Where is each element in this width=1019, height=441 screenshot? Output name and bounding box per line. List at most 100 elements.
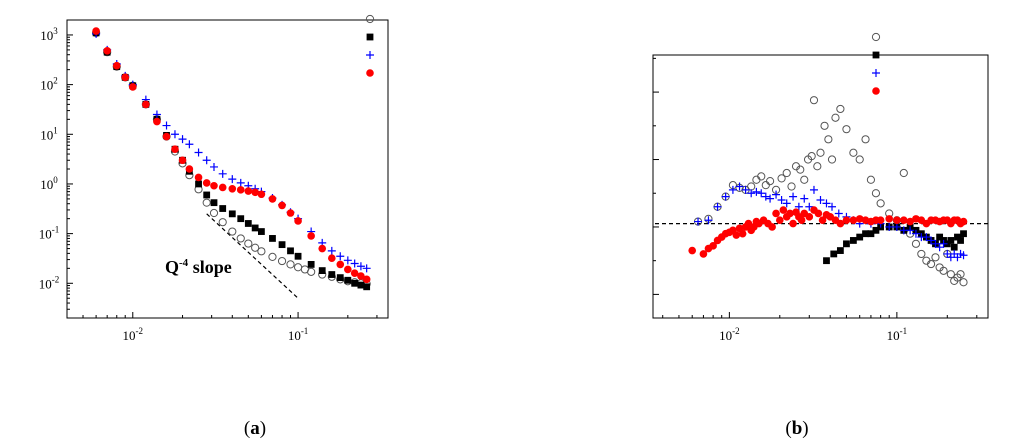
data-point (228, 175, 237, 184)
legend-marker (872, 87, 880, 95)
data-point (357, 272, 365, 280)
data-point (713, 202, 722, 211)
data-point (814, 209, 823, 218)
x-tick-base: 10 (123, 328, 136, 343)
data-point (761, 181, 770, 190)
paren-open: ( (244, 418, 250, 439)
data-point (867, 230, 875, 238)
data-point (128, 83, 137, 91)
data-point (856, 233, 864, 241)
data-point (824, 135, 833, 144)
data-point (294, 217, 302, 225)
data-point (210, 181, 218, 190)
legend-marker (871, 32, 881, 42)
data-point (210, 199, 218, 207)
data-point (822, 199, 831, 208)
data-point (939, 266, 948, 275)
data-point (218, 183, 227, 192)
data-point (917, 249, 926, 259)
data-point (892, 222, 901, 231)
data-point (356, 262, 365, 271)
data-point (162, 121, 171, 130)
data-point (946, 270, 955, 279)
data-point (228, 184, 237, 193)
data-point (228, 210, 236, 218)
data-point (728, 185, 737, 194)
data-point (328, 271, 336, 278)
legend-marker (366, 33, 374, 41)
data-point (931, 239, 940, 248)
legend-marker (366, 69, 374, 77)
data-point (828, 202, 837, 211)
data-point (268, 252, 277, 261)
data-point (121, 73, 130, 82)
data-point (738, 229, 747, 238)
data-point (363, 283, 371, 291)
data-point (307, 267, 316, 276)
data-point (194, 173, 203, 182)
x-tick-base: 10 (288, 328, 301, 343)
series-2 (92, 29, 371, 273)
data-point (820, 121, 829, 130)
data-point (782, 199, 791, 208)
data-point (704, 216, 713, 225)
panel-label: (a) (244, 418, 266, 439)
data-point (761, 192, 770, 201)
data-point (772, 209, 780, 218)
x-tick-exp: -2 (136, 326, 144, 336)
annotation-rest: slope (188, 257, 232, 277)
data-point (843, 240, 850, 248)
data-point (862, 230, 869, 238)
data-point (834, 209, 843, 218)
data-point (836, 247, 844, 254)
data-point (939, 239, 948, 248)
data-point (849, 237, 857, 244)
data-point (911, 239, 921, 248)
data-point (732, 231, 741, 239)
y-tick-exp: -2 (52, 274, 60, 284)
data-point (936, 233, 944, 241)
data-point (906, 226, 915, 235)
data-point (709, 242, 717, 250)
data-point (244, 187, 253, 195)
data-point (228, 227, 237, 236)
data-point (202, 179, 211, 187)
data-point (959, 278, 968, 287)
y-tick-base: 10 (40, 127, 53, 142)
data-point (257, 190, 266, 199)
slope-annotation: Q-4 slope (165, 257, 232, 277)
data-point (244, 239, 253, 248)
data-point (287, 247, 294, 255)
data-point (185, 140, 194, 149)
data-point (943, 249, 952, 258)
data-point (344, 265, 352, 274)
series-0 (92, 28, 371, 288)
data-point (926, 259, 936, 269)
data-point (219, 205, 227, 212)
y-tick-label: 101 (40, 125, 58, 142)
data-point (178, 156, 187, 165)
annotation-base: Q (165, 257, 179, 277)
data-point (694, 217, 703, 226)
data-point (927, 236, 936, 245)
data-point (202, 156, 211, 165)
y-tick-exp: 2 (53, 76, 58, 86)
data-point (278, 201, 286, 210)
data-point (236, 178, 245, 187)
data-point (849, 148, 858, 157)
data-point (866, 175, 876, 184)
data-point (960, 230, 967, 238)
data-point (236, 234, 245, 243)
data-point (336, 252, 345, 261)
data-point (830, 250, 838, 258)
y-tick-label: 103 (40, 26, 58, 43)
y-tick-exp: 0 (53, 175, 58, 185)
data-point (816, 148, 825, 157)
y-tick-label: 10-1 (39, 225, 60, 242)
data-point (344, 276, 352, 284)
data-point (765, 177, 775, 186)
data-point (209, 162, 218, 171)
x-tick-label: 10-2 (123, 326, 144, 343)
data-point (855, 155, 864, 164)
